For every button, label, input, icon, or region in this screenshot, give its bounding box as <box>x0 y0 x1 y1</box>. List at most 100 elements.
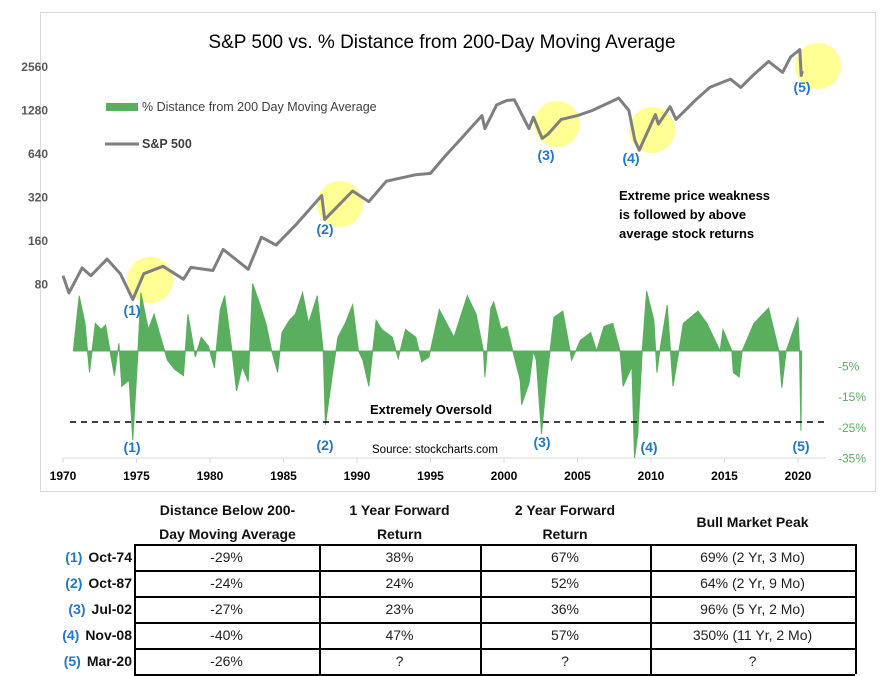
row-number: (4) <box>62 627 80 643</box>
oversold-label: Extremely Oversold <box>370 402 492 417</box>
row-label: (3) Jul-02 <box>0 596 132 622</box>
cell-peak: 69% (2 Yr, 3 Mo) <box>700 549 805 565</box>
table-row-divider <box>134 622 855 624</box>
table-column-divider <box>855 544 857 674</box>
left-axis-tick-label: 1280 <box>21 104 48 118</box>
right-axis-tick-label: -35% <box>838 451 866 465</box>
marker-4-bottom: (4) <box>640 439 657 455</box>
legend-swatch-distance <box>106 103 138 111</box>
x-tick-label: 1990 <box>344 469 371 483</box>
right-axis-tick-label: -25% <box>838 421 866 435</box>
cell-peak: ? <box>748 653 757 669</box>
x-tick-label: 1975 <box>123 469 150 483</box>
highlight-circle-1 <box>127 257 173 303</box>
row-date: Jul-02 <box>91 601 132 617</box>
x-tick-label: 1980 <box>197 469 224 483</box>
row-date: Mar-20 <box>86 653 132 669</box>
chart-frame <box>40 12 876 492</box>
row-date: Oct-87 <box>88 575 132 591</box>
marker-1-bottom: (1) <box>123 439 140 455</box>
row-label: (5) Mar-20 <box>0 648 132 674</box>
table-row-divider <box>134 648 855 650</box>
distance-area-series <box>72 283 803 459</box>
table-column-divider <box>480 544 482 674</box>
marker-2-bottom: (2) <box>316 437 333 453</box>
marker-5-top: (5) <box>793 79 810 95</box>
table-row-divider <box>134 570 855 572</box>
cell-one-year: 23% <box>385 601 414 617</box>
cell-two-year: 36% <box>550 601 580 617</box>
header-one-year: 1 Year Forward Return <box>319 498 480 546</box>
x-tick-label: 1985 <box>270 469 297 483</box>
table-row-divider <box>134 596 855 598</box>
x-tick-label: 2010 <box>638 469 665 483</box>
header-two-year: 2 Year Forward Return <box>480 498 650 546</box>
left-axis-tick-label: 2560 <box>21 60 48 74</box>
table-column-divider <box>319 544 321 674</box>
row-number: (1) <box>65 549 83 565</box>
note-line-2: is followed by above <box>619 207 746 222</box>
cell-two-year: 52% <box>550 575 580 591</box>
row-date: Nov-08 <box>85 627 132 643</box>
marker-5-bottom: (5) <box>792 438 809 454</box>
marker-3-top: (3) <box>537 147 554 163</box>
cell-peak: 96% (5 Yr, 2 Mo) <box>700 601 805 617</box>
sp500-line-series <box>61 48 804 301</box>
x-tick-label: 2000 <box>491 469 518 483</box>
cell-one-year: 38% <box>385 549 414 565</box>
legend-label-distance: % Distance from 200 Day Moving Average <box>142 100 377 114</box>
header-distance-line-2: Day Moving Average <box>159 526 296 542</box>
cell-peak: 64% (2 Yr, 9 Mo) <box>700 575 805 591</box>
note-line-1: Extreme price weakness <box>619 188 770 203</box>
left-axis-tick-label: 160 <box>28 234 48 248</box>
note-line-3: average stock returns <box>619 226 754 241</box>
header-distance-line-1: Distance Below 200- <box>159 502 296 518</box>
right-axis-tick-label: -5% <box>838 359 860 373</box>
chart: S&P 500 vs. % Distance from 200-Day Movi… <box>21 32 866 483</box>
cell-two-year: ? <box>561 653 569 669</box>
right-axis-tick-label: -15% <box>838 390 866 404</box>
marker-3-bottom: (3) <box>533 434 550 450</box>
x-tick-label: 1995 <box>417 469 444 483</box>
left-axis-tick-label: 320 <box>28 191 48 205</box>
legend-label-sp500: S&P 500 <box>142 137 192 151</box>
row-label: (2) Oct-87 <box>0 570 132 596</box>
table-row-divider <box>134 544 855 546</box>
cell-two-year: 67% <box>550 549 580 565</box>
marker-1-top: (1) <box>123 302 140 318</box>
cell-distance: -24% <box>210 575 243 591</box>
x-tick-label: 1970 <box>50 469 77 483</box>
header-distance: Distance Below 200- Day Moving Average <box>140 498 315 546</box>
row-number: (5) <box>63 653 81 669</box>
row-number: (2) <box>65 575 83 591</box>
chart-title: S&P 500 vs. % Distance from 200-Day Movi… <box>208 32 675 53</box>
x-tick-label: 2015 <box>711 469 738 483</box>
x-tick-label: 2020 <box>785 469 812 483</box>
cell-one-year: 47% <box>385 627 414 643</box>
highlight-circle-5 <box>795 43 841 89</box>
source-label: Source: stockcharts.com <box>372 444 498 456</box>
header-one-year-line-1: 1 Year Forward <box>349 502 450 518</box>
cell-distance: -26% <box>210 653 243 669</box>
row-label: (4) Nov-08 <box>0 622 132 648</box>
header-one-year-line-2: Return <box>376 526 423 542</box>
header-two-year-line-1: 2 Year Forward <box>514 502 616 518</box>
table-column-divider <box>134 544 136 674</box>
header-two-year-line-2: Return <box>542 526 588 542</box>
header-bull-peak: Bull Market Peak <box>696 514 809 530</box>
cell-distance: -29% <box>210 549 243 565</box>
marker-4-top: (4) <box>622 150 639 166</box>
row-label: (1) Oct-74 <box>0 544 132 570</box>
cell-peak: 350% (11 Yr, 2 Mo) <box>692 627 813 643</box>
cell-distance: -40% <box>210 627 243 643</box>
marker-2-top: (2) <box>316 221 333 237</box>
left-axis-tick-label: 640 <box>28 147 48 161</box>
table-column-divider <box>650 544 652 674</box>
row-date: Oct-74 <box>88 549 132 565</box>
cell-distance: -27% <box>210 601 243 617</box>
left-axis-tick-label: 80 <box>35 278 49 292</box>
cell-one-year: ? <box>395 653 404 669</box>
row-number: (3) <box>68 601 86 617</box>
cell-one-year: 24% <box>385 575 414 591</box>
x-tick-label: 2005 <box>564 469 591 483</box>
